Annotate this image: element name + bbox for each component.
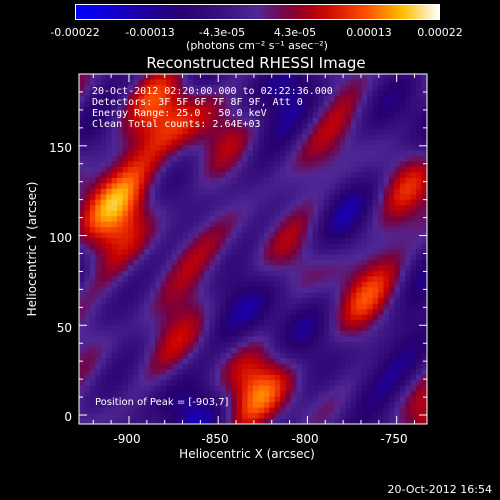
colorbar-tick-label: 0.00013 [346, 26, 392, 39]
colorbar-tick-label: -0.00022 [50, 26, 100, 39]
y-axis-label: Heliocentric Y (arcsec) [25, 181, 39, 317]
plot-frame [78, 73, 428, 425]
colorbar-tick-label: 4.3e-05 [273, 26, 317, 39]
y-tick-label: 50 [56, 321, 72, 335]
annotation-time-range: 20-Oct-2012 02:20:00.000 to 02:22:36.000 [92, 86, 333, 97]
timestamp: 20-Oct-2012 16:54 [387, 483, 492, 496]
chart-title: Reconstructed RHESSI Image [146, 54, 366, 72]
x-tick-label: -850 [201, 432, 229, 446]
x-tick-label: -750 [380, 432, 408, 446]
y-tick-label: 150 [49, 141, 72, 155]
x-tick-label: -800 [291, 432, 319, 446]
image-annotations: 20-Oct-2012 02:20:00.000 to 02:22:36.000… [92, 86, 333, 130]
colorbar-tick-label: 0.00022 [417, 26, 463, 39]
annotation-energy-range: Energy Range: 25.0 - 50.0 keV [92, 108, 267, 119]
peak-position-label: Position of Peak = [-903,7] [95, 397, 229, 408]
x-tick-label: -900 [113, 432, 141, 446]
x-axis-label: Heliocentric X (arcsec) [179, 447, 315, 461]
colorbar-tick-label: -0.00013 [125, 26, 175, 39]
heatmap-image [79, 74, 428, 425]
colorbar-unit-label: (photons cm⁻² s⁻¹ asec⁻²) [186, 39, 328, 52]
y-tick-label: 0 [64, 410, 72, 424]
colorbar [75, 4, 440, 20]
axis-ticks [79, 73, 427, 424]
annotation-detectors: Detectors: 3F 5F 6F 7F 8F 9F, Att 0 [92, 97, 303, 108]
y-tick-label: 100 [49, 231, 72, 245]
annotation-counts: Clean Total counts: 2.64E+03 [92, 119, 261, 130]
colorbar-tick-label: -4.3e-05 [198, 26, 246, 39]
